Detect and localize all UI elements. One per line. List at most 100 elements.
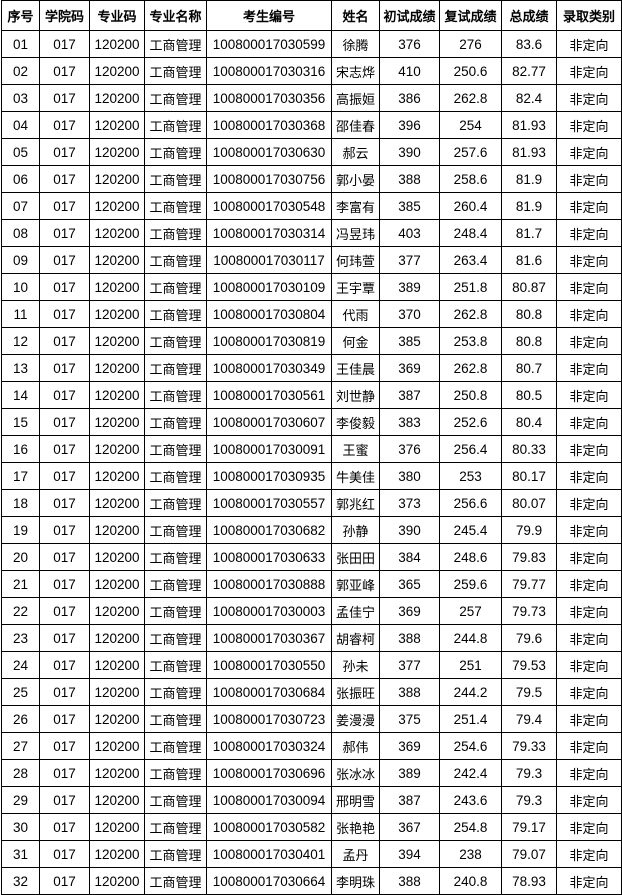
initial-score-cell: 396 xyxy=(379,111,440,139)
major-name-cell: 工商管理 xyxy=(144,867,207,895)
index-cell: 04 xyxy=(1,111,40,139)
index-cell: 24 xyxy=(1,651,40,679)
name-cell: 代雨 xyxy=(331,300,380,328)
total-score-cell: 81.7 xyxy=(501,219,557,247)
initial-score-cell: 389 xyxy=(379,273,440,301)
total-score-cell: 81.9 xyxy=(501,192,557,220)
admission-type-cell: 非定向 xyxy=(556,327,622,355)
total-score-cell: 79.83 xyxy=(501,543,557,571)
total-score-cell: 80.8 xyxy=(501,327,557,355)
major-code-cell: 120200 xyxy=(89,489,145,517)
admission-type-cell: 非定向 xyxy=(556,30,622,58)
table-row: 11 017 120200 工商管理 100800017030804 代雨 370 262.8… xyxy=(1,300,622,328)
index-cell: 20 xyxy=(1,543,40,571)
name-cell: 李明珠 xyxy=(331,867,380,895)
candidate-id-cell: 100800017030349 xyxy=(206,354,332,382)
total-score-cell: 80.17 xyxy=(501,462,557,490)
major-name-cell: 工商管理 xyxy=(144,516,207,544)
college-code-cell: 017 xyxy=(39,624,90,652)
major-name-cell: 工商管理 xyxy=(144,570,207,598)
college-code-cell: 017 xyxy=(39,111,90,139)
retest-score-cell: 254.6 xyxy=(439,732,502,760)
name-cell: 邢明雪 xyxy=(331,786,380,814)
candidate-id-cell: 100800017030094 xyxy=(206,786,332,814)
total-score-cell: 83.6 xyxy=(501,30,557,58)
total-score-cell: 82.77 xyxy=(501,57,557,85)
candidate-id-cell: 100800017030888 xyxy=(206,570,332,598)
candidate-id-cell: 100800017030324 xyxy=(206,732,332,760)
major-code-cell: 120200 xyxy=(89,786,145,814)
major-code-cell: 120200 xyxy=(89,840,145,868)
header-admission-type: 录取类别 xyxy=(556,0,622,31)
college-code-cell: 017 xyxy=(39,786,90,814)
admission-type-cell: 非定向 xyxy=(556,516,622,544)
name-cell: 徐腾 xyxy=(331,30,380,58)
initial-score-cell: 403 xyxy=(379,219,440,247)
college-code-cell: 017 xyxy=(39,381,90,409)
college-code-cell: 017 xyxy=(39,84,90,112)
retest-score-cell: 251.8 xyxy=(439,273,502,301)
major-code-cell: 120200 xyxy=(89,597,145,625)
initial-score-cell: 388 xyxy=(379,867,440,895)
candidate-id-cell: 100800017030935 xyxy=(206,462,332,490)
name-cell: 李俊毅 xyxy=(331,408,380,436)
total-score-cell: 80.87 xyxy=(501,273,557,301)
index-cell: 12 xyxy=(1,327,40,355)
retest-score-cell: 248.6 xyxy=(439,543,502,571)
admission-type-cell: 非定向 xyxy=(556,111,622,139)
name-cell: 何金 xyxy=(331,327,380,355)
college-code-cell: 017 xyxy=(39,219,90,247)
admission-type-cell: 非定向 xyxy=(556,597,622,625)
candidate-id-cell: 100800017030550 xyxy=(206,651,332,679)
major-name-cell: 工商管理 xyxy=(144,732,207,760)
major-name-cell: 工商管理 xyxy=(144,462,207,490)
index-cell: 21 xyxy=(1,570,40,598)
major-code-cell: 120200 xyxy=(89,462,145,490)
major-name-cell: 工商管理 xyxy=(144,543,207,571)
retest-score-cell: 253 xyxy=(439,462,502,490)
major-code-cell: 120200 xyxy=(89,246,145,274)
major-code-cell: 120200 xyxy=(89,651,145,679)
admission-type-cell: 非定向 xyxy=(556,678,622,706)
admission-type-cell: 非定向 xyxy=(556,624,622,652)
major-name-cell: 工商管理 xyxy=(144,354,207,382)
initial-score-cell: 390 xyxy=(379,516,440,544)
admission-type-cell: 非定向 xyxy=(556,489,622,517)
candidate-id-cell: 100800017030664 xyxy=(206,867,332,895)
candidate-id-cell: 100800017030117 xyxy=(206,246,332,274)
college-code-cell: 017 xyxy=(39,246,90,274)
candidate-id-cell: 100800017030599 xyxy=(206,30,332,58)
total-score-cell: 79.3 xyxy=(501,759,557,787)
retest-score-cell: 245.4 xyxy=(439,516,502,544)
admission-type-cell: 非定向 xyxy=(556,57,622,85)
major-code-cell: 120200 xyxy=(89,84,145,112)
major-name-cell: 工商管理 xyxy=(144,84,207,112)
table-row: 09 017 120200 工商管理 100800017030117 何玮萱 377 263.… xyxy=(1,246,622,274)
retest-score-cell: 250.8 xyxy=(439,381,502,409)
total-score-cell: 79.77 xyxy=(501,570,557,598)
college-code-cell: 017 xyxy=(39,300,90,328)
name-cell: 宋志烨 xyxy=(331,57,380,85)
major-code-cell: 120200 xyxy=(89,705,145,733)
total-score-cell: 81.9 xyxy=(501,165,557,193)
major-name-cell: 工商管理 xyxy=(144,813,207,841)
college-code-cell: 017 xyxy=(39,354,90,382)
candidate-id-cell: 100800017030367 xyxy=(206,624,332,652)
candidate-id-cell: 100800017030316 xyxy=(206,57,332,85)
table-row: 15 017 120200 工商管理 100800017030607 李俊毅 383 252.… xyxy=(1,408,622,436)
table-row: 03 017 120200 工商管理 100800017030356 高振姮 386 262.… xyxy=(1,84,622,112)
admission-type-cell: 非定向 xyxy=(556,408,622,436)
retest-score-cell: 248.4 xyxy=(439,219,502,247)
candidate-id-cell: 100800017030633 xyxy=(206,543,332,571)
index-cell: 28 xyxy=(1,759,40,787)
initial-score-cell: 394 xyxy=(379,840,440,868)
initial-score-cell: 375 xyxy=(379,705,440,733)
name-cell: 刘世静 xyxy=(331,381,380,409)
major-code-cell: 120200 xyxy=(89,138,145,166)
retest-score-cell: 244.2 xyxy=(439,678,502,706)
major-name-cell: 工商管理 xyxy=(144,840,207,868)
initial-score-cell: 370 xyxy=(379,300,440,328)
candidate-id-cell: 100800017030314 xyxy=(206,219,332,247)
initial-score-cell: 386 xyxy=(379,84,440,112)
index-cell: 18 xyxy=(1,489,40,517)
